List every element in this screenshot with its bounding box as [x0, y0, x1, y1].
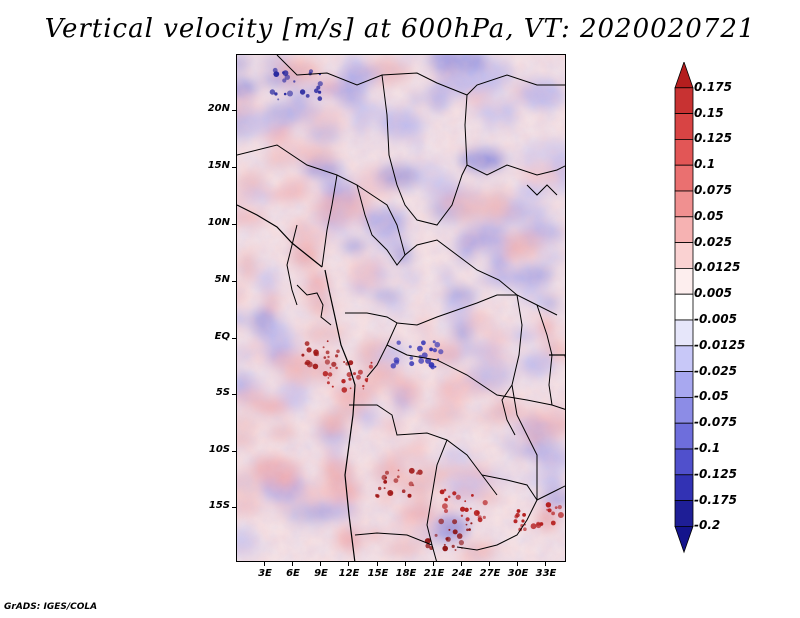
- colorbar-label: -0.05: [694, 389, 729, 404]
- colorbar-label: 0.005: [694, 286, 732, 301]
- lat-tick: [232, 110, 236, 111]
- lon-tick: [377, 562, 378, 566]
- colorbar-label: 0.175: [694, 79, 732, 94]
- colorbar-label: -0.1: [694, 441, 721, 455]
- lon-label: 6E: [286, 568, 300, 579]
- lat-label: 20N: [207, 103, 230, 114]
- colorbar-box: [674, 319, 694, 347]
- lat-tick: [232, 167, 236, 168]
- colorbar-box: [674, 139, 694, 166]
- colorbar-label: 0.025: [694, 234, 732, 249]
- colorbar-box: [674, 164, 694, 192]
- lon-label: 27E: [479, 568, 501, 579]
- lat-tick: [232, 451, 236, 452]
- lat-label: 15N: [207, 160, 230, 171]
- footer-credit: GrADS: IGES/COLA: [4, 602, 98, 612]
- lon-tick: [264, 562, 265, 566]
- lon-label: 3E: [258, 568, 272, 579]
- colorbar-label: 0.125: [694, 131, 732, 146]
- lat-tick: [232, 507, 236, 508]
- colorbar-box: [674, 216, 694, 244]
- lon-tick: [292, 562, 293, 566]
- lon-tick: [348, 562, 349, 566]
- country-boundaries: [237, 55, 565, 561]
- lon-label: 15E: [367, 568, 389, 579]
- colorbar-box: [674, 396, 694, 424]
- colorbar-top-arrow: [674, 62, 694, 89]
- colorbar-label: 0.05: [694, 208, 724, 223]
- lon-tick: [545, 562, 546, 566]
- lon-tick: [489, 562, 490, 566]
- colorbar-label: -0.075: [694, 415, 737, 430]
- lat-label: EQ: [214, 331, 230, 342]
- lon-tick: [433, 562, 434, 566]
- lat-tick: [232, 394, 236, 395]
- lat-label: 10N: [207, 217, 230, 228]
- lat-label: 15S: [208, 500, 230, 511]
- colorbar: [674, 62, 694, 554]
- lon-label: 21E: [423, 568, 445, 579]
- colorbar-box: [674, 87, 694, 114]
- colorbar-box: [674, 113, 694, 140]
- lon-label: 33E: [535, 568, 557, 579]
- colorbar-box: [674, 267, 694, 295]
- lon-tick: [320, 562, 321, 566]
- lat-label: 10S: [208, 444, 230, 455]
- colorbar-box: [674, 345, 694, 372]
- lat-tick: [232, 338, 236, 339]
- colorbar-bottom-arrow: [674, 526, 694, 554]
- lat-tick: [232, 224, 236, 225]
- colorbar-label: -0.005: [694, 312, 737, 326]
- colorbar-label: -0.125: [694, 466, 737, 481]
- colorbar-box: [674, 422, 694, 450]
- colorbar-box: [674, 448, 694, 476]
- colorbar-label: 0.0125: [694, 260, 741, 275]
- colorbar-box: [674, 474, 694, 501]
- colorbar-label: -0.0125: [694, 337, 746, 352]
- chart-title: Vertical velocity [m/s] at 600hPa, VT: 2…: [44, 14, 756, 44]
- colorbar-box: [674, 371, 694, 398]
- colorbar-label: 0.15: [694, 105, 724, 120]
- lon-tick: [405, 562, 406, 566]
- colorbar-label: 0.1: [694, 157, 716, 172]
- colorbar-box: [674, 293, 694, 321]
- colorbar-box: [674, 500, 694, 527]
- lon-label: 12E: [338, 568, 360, 579]
- lat-label: 5S: [215, 387, 230, 398]
- lon-tick: [517, 562, 518, 566]
- vertical-velocity-field: [237, 55, 565, 561]
- colorbar-label: -0.175: [694, 492, 737, 507]
- colorbar-label: -0.025: [694, 363, 737, 378]
- lon-label: 24E: [451, 568, 473, 579]
- lon-label: 9E: [314, 568, 328, 579]
- map-panel: [236, 54, 566, 562]
- lon-label: 18E: [395, 568, 417, 579]
- colorbar-box: [674, 242, 694, 269]
- colorbar-label: -0.2: [694, 518, 721, 533]
- colorbar-label: 0.075: [694, 183, 732, 197]
- lat-label: 5N: [214, 274, 230, 285]
- colorbar-box: [674, 190, 694, 218]
- lon-tick: [461, 562, 462, 566]
- lon-label: 30E: [507, 568, 529, 579]
- lat-tick: [232, 281, 236, 282]
